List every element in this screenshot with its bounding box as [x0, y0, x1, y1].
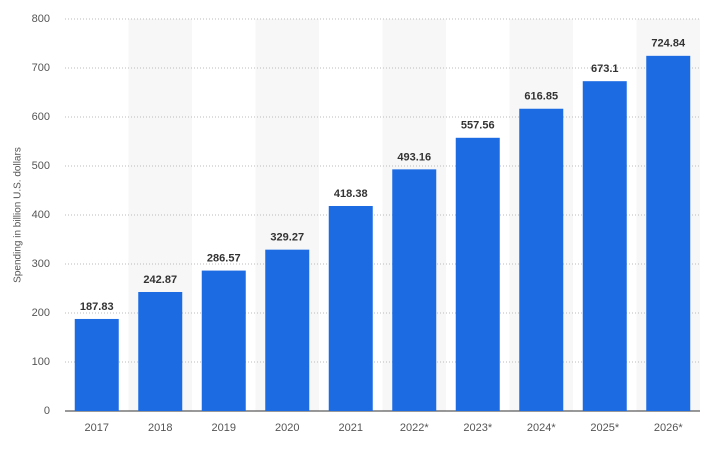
value-label: 493.16: [397, 151, 431, 163]
y-tick-label: 0: [44, 405, 50, 417]
y-tick-label: 800: [32, 13, 50, 25]
value-label: 418.38: [334, 188, 368, 200]
y-tick-label: 100: [32, 356, 50, 368]
bar: [328, 205, 373, 411]
x-tick-label: 2018: [148, 422, 172, 434]
bar: [519, 108, 564, 411]
bar: [582, 81, 627, 411]
bar: [265, 249, 310, 411]
x-tick-label: 2026*: [654, 422, 683, 434]
y-tick-label: 700: [32, 62, 50, 74]
y-tick-label: 600: [32, 111, 50, 123]
value-label: 557.56: [461, 120, 495, 132]
x-tick-label: 2019: [212, 422, 236, 434]
value-label: 329.27: [270, 232, 304, 244]
value-label: 242.87: [143, 274, 177, 286]
y-axis-label: Spending in billion U.S. dollars: [13, 147, 24, 283]
bar: [74, 318, 119, 411]
x-tick-label: 2023*: [463, 422, 492, 434]
value-label: 673.1: [591, 63, 619, 75]
x-tick-label: 2017: [85, 422, 109, 434]
y-tick-label: 300: [32, 258, 50, 270]
bar: [392, 169, 437, 411]
bar: [138, 291, 183, 411]
x-tick-label: 2025*: [590, 422, 619, 434]
y-tick-label: 500: [32, 160, 50, 172]
value-label: 286.57: [207, 252, 241, 264]
value-label: 724.84: [651, 38, 686, 50]
y-tick-label: 400: [32, 209, 50, 221]
value-label: 187.83: [80, 301, 114, 313]
bar: [646, 55, 691, 411]
x-tick-label: 2020: [275, 422, 299, 434]
y-tick-label: 200: [32, 307, 50, 319]
bar: [201, 270, 246, 411]
bar: [455, 137, 500, 411]
x-tick-label: 2024*: [527, 422, 556, 434]
value-label: 616.85: [524, 91, 558, 103]
x-tick-label: 2022*: [400, 422, 429, 434]
x-tick-label: 2021: [339, 422, 363, 434]
